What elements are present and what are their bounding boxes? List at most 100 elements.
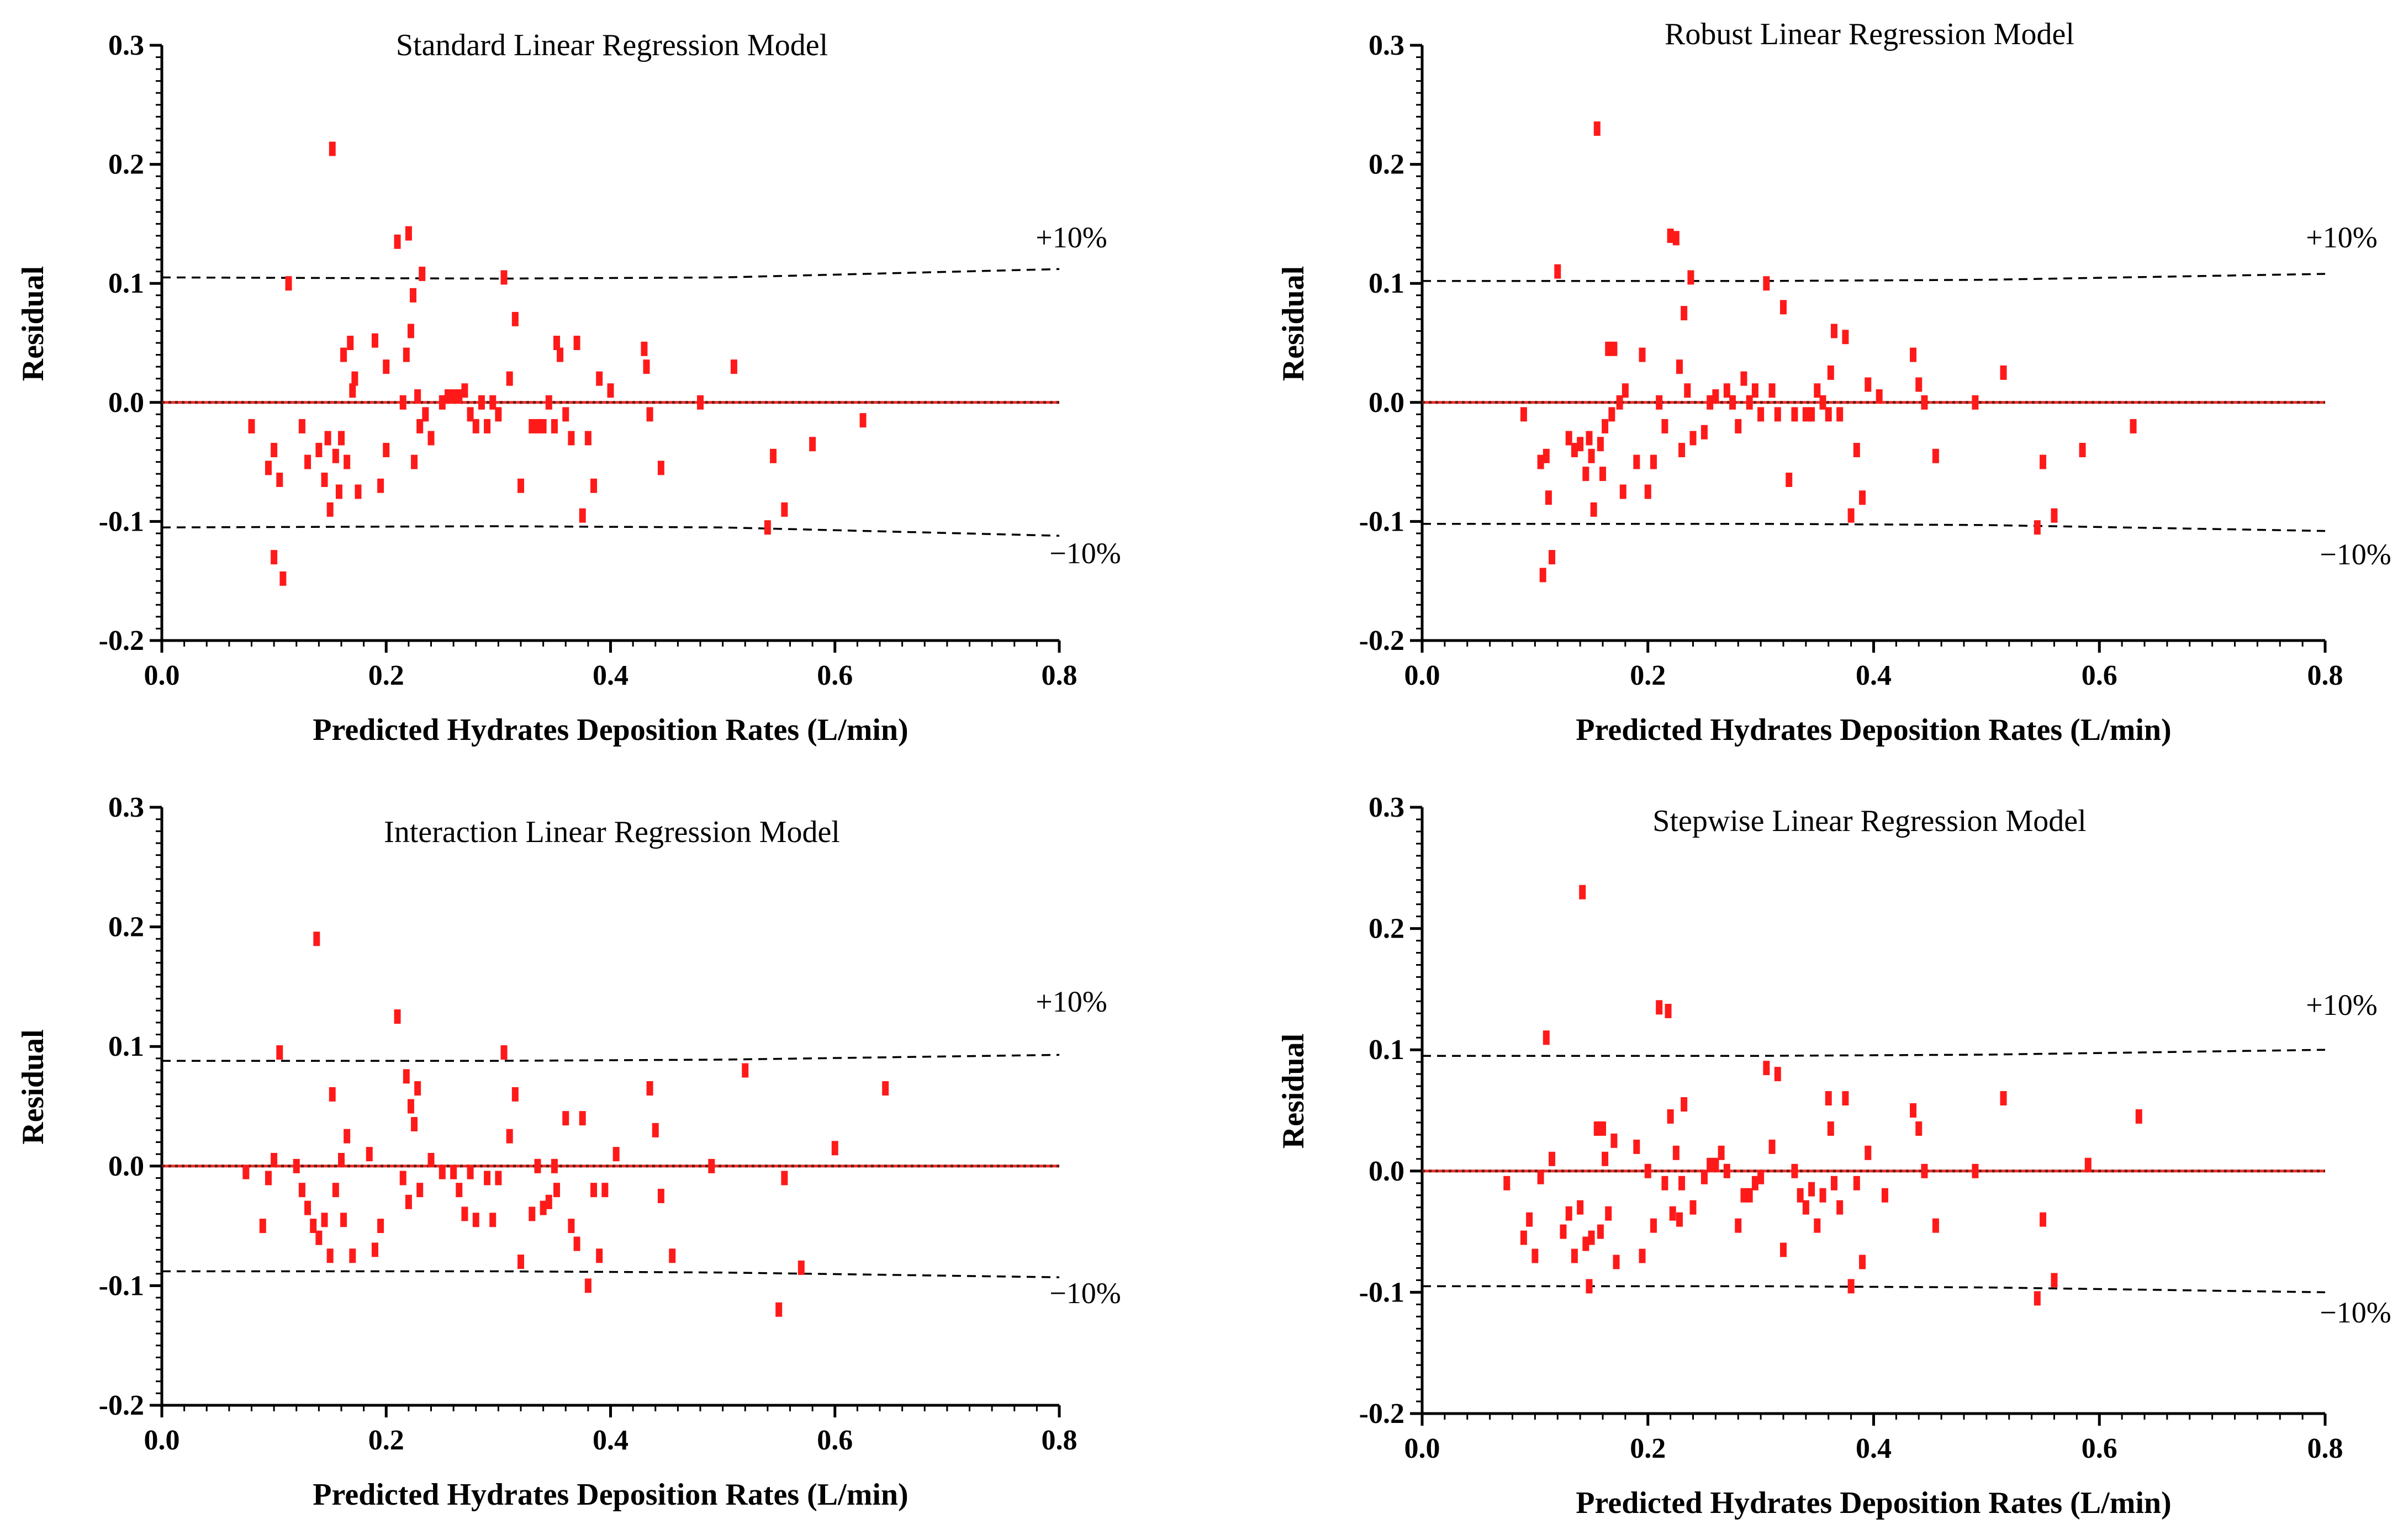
y-tick-label: -0.1	[1359, 1277, 1404, 1308]
residual-point	[1780, 1242, 1787, 1257]
x-axis-title: Predicted Hydrates Deposition Rates (L/m…	[313, 1478, 908, 1512]
residual-point	[411, 1116, 418, 1131]
residual-point	[1921, 1163, 1928, 1178]
residual-point	[590, 1183, 598, 1198]
residual-point	[553, 1183, 560, 1198]
residual-point	[534, 1158, 541, 1173]
residual-point	[444, 389, 451, 404]
residual-point	[1740, 1188, 1747, 1203]
y-tick-label: -0.1	[99, 506, 144, 537]
x-tick-label: 0.6	[2082, 1433, 2117, 1464]
residual-point	[1610, 341, 1618, 356]
residual-point	[1757, 407, 1765, 422]
residual-point	[540, 1200, 547, 1215]
x-tick-label: 0.8	[1042, 1425, 1078, 1456]
x-tick-label: 0.0	[144, 660, 180, 691]
residual-point	[1588, 1230, 1595, 1245]
residual-point	[1932, 448, 1939, 463]
residual-point	[422, 407, 429, 422]
residual-point	[646, 407, 653, 422]
x-tick-label: 0.2	[368, 660, 404, 691]
residual-point	[1586, 1279, 1593, 1294]
residual-point	[285, 276, 292, 291]
residual-point	[315, 1230, 323, 1245]
residual-point	[1825, 407, 1832, 422]
residual-point	[1520, 1230, 1527, 1245]
residual-point	[809, 437, 816, 452]
residual-point	[271, 1152, 278, 1167]
residual-point	[1712, 389, 1719, 404]
residual-point	[410, 288, 416, 303]
residual-point	[407, 1099, 414, 1114]
residual-point	[500, 1045, 508, 1060]
residual-point	[1847, 1279, 1855, 1294]
residual-point	[646, 1081, 653, 1096]
residual-point	[545, 1194, 552, 1209]
residual-point	[293, 1158, 300, 1173]
residual-point	[562, 407, 569, 422]
residual-point	[1881, 1188, 1888, 1203]
x-tick-label: 0.6	[2082, 660, 2117, 691]
lower-band-label: −10%	[2320, 538, 2391, 571]
residual-point	[439, 1165, 446, 1179]
chart-panel-4: -0.2 -0.1 0.0 0.1 0.2 0.3 0.0 0.2 0.4 0.6 0.8 Predi…	[1276, 792, 2391, 1520]
residual-point	[1613, 1255, 1620, 1269]
x-tick-label: 0.4	[593, 1425, 629, 1456]
y-tick-label: -0.2	[99, 1390, 144, 1421]
residual-point	[1751, 383, 1758, 398]
residual-point	[1661, 419, 1668, 433]
residual-point	[540, 419, 547, 433]
residual-point	[1808, 407, 1815, 422]
x-tick-label: 0.0	[1404, 1433, 1440, 1464]
residual-point	[271, 550, 278, 565]
residual-point	[697, 395, 704, 410]
residual-point	[310, 1219, 317, 1234]
residual-point	[1827, 365, 1834, 380]
residual-point	[1520, 407, 1527, 422]
residual-point	[1865, 1145, 1872, 1160]
residual-point	[1707, 1157, 1714, 1172]
residual-point	[1577, 437, 1584, 452]
residual-point	[1560, 1224, 1567, 1239]
residual-point	[472, 1213, 479, 1227]
residual-point	[1672, 231, 1680, 246]
residual-point	[573, 1236, 580, 1251]
residual-point	[2034, 520, 2041, 535]
residual-point	[1723, 383, 1730, 398]
residual-point	[461, 383, 468, 398]
residual-point	[1791, 1163, 1798, 1178]
residual-point	[1586, 431, 1593, 446]
residual-point	[1932, 1218, 1939, 1233]
residual-point	[584, 431, 591, 446]
residual-point	[1610, 1133, 1618, 1148]
residual-point	[1859, 1255, 1866, 1269]
residual-point	[416, 419, 424, 433]
residual-point	[1616, 395, 1623, 410]
residual-point	[399, 1171, 406, 1186]
residual-point	[1565, 1206, 1572, 1221]
chart-title: Robust Linear Regression Model	[1665, 17, 2074, 51]
residual-point	[798, 1260, 805, 1275]
residual-point	[1619, 484, 1626, 499]
residual-point	[1545, 490, 1552, 505]
residual-point	[2084, 1157, 2092, 1172]
residual-point	[276, 472, 283, 487]
residual-point	[1802, 407, 1809, 422]
residual-point	[351, 371, 358, 386]
residual-point	[1526, 1212, 1533, 1227]
residual-point	[407, 324, 414, 338]
residual-point	[467, 407, 474, 422]
upper-10pct-line	[161, 268, 1060, 280]
y-tick-label: 0.3	[108, 792, 144, 823]
residual-point	[394, 234, 401, 249]
residual-point	[545, 395, 552, 410]
residual-point	[472, 419, 479, 433]
residual-point	[1791, 407, 1798, 422]
residual-point	[2051, 1273, 2058, 1288]
y-tick-label: 0.0	[108, 1151, 144, 1182]
residual-point	[781, 1171, 788, 1186]
residual-point	[607, 383, 614, 398]
residual-point	[1597, 437, 1604, 452]
residual-point	[1746, 1188, 1753, 1203]
residual-point	[329, 141, 336, 156]
